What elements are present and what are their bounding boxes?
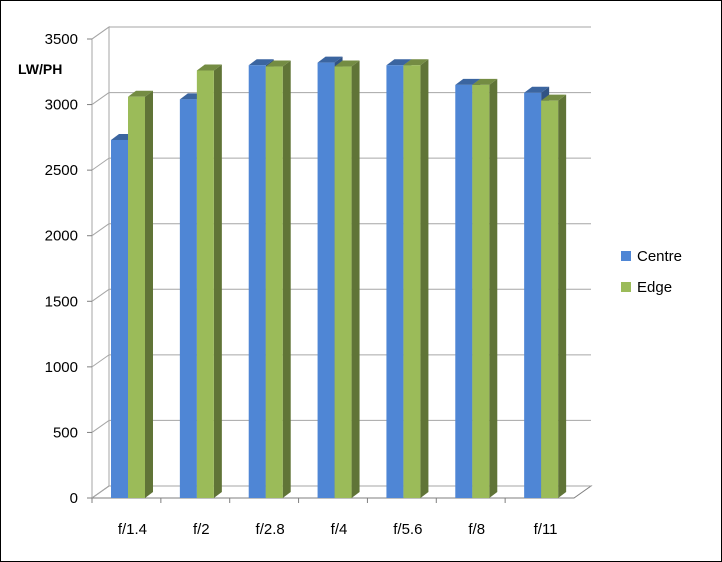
bar-edge-f/5.6 bbox=[403, 59, 429, 498]
y-tick-label: 500 bbox=[53, 424, 78, 441]
x-tick-label: f/11 bbox=[534, 521, 558, 538]
x-tick-label: f/2.8 bbox=[256, 521, 285, 538]
legend-swatch-edge bbox=[621, 282, 631, 292]
gridline-diagonal bbox=[91, 485, 110, 499]
legend-label-centre: Centre bbox=[637, 248, 682, 265]
legend-swatch-centre bbox=[621, 251, 631, 261]
bar-edge-f/2.8 bbox=[265, 60, 291, 498]
x-tick-label: f/1.4 bbox=[118, 521, 147, 538]
y-axis-ticks: 0 500 1000 1500 2000 2500 3000 3500 bbox=[45, 31, 92, 507]
y-tick-label: 3500 bbox=[45, 31, 78, 48]
bar-edge-f/8 bbox=[472, 78, 498, 499]
y-tick-label: 2000 bbox=[45, 228, 78, 245]
gridline-diagonal bbox=[91, 92, 110, 105]
y-tick-label: 3000 bbox=[45, 97, 78, 114]
bar-edge-f/1.4 bbox=[128, 90, 153, 499]
bar-edge-f/2 bbox=[196, 64, 222, 498]
x-tick-label: f/2 bbox=[193, 521, 210, 538]
y-tick-label: 1000 bbox=[45, 359, 78, 376]
y-axis-title: LW/PH bbox=[18, 61, 62, 77]
y-tick-label: 1500 bbox=[45, 293, 78, 310]
legend-label-edge: Edge bbox=[637, 279, 672, 296]
legend: Centre Edge bbox=[621, 248, 682, 296]
bar-edge-f/11 bbox=[541, 94, 567, 498]
gridline-diagonal bbox=[91, 420, 110, 433]
y-tick-label: 0 bbox=[70, 490, 78, 507]
gridline-diagonal bbox=[91, 157, 110, 171]
x-tick-label: f/5.6 bbox=[393, 521, 422, 538]
gridline-diagonal bbox=[91, 354, 110, 368]
x-tick-label: f/4 bbox=[331, 521, 348, 538]
y-tick-label: 2500 bbox=[45, 162, 78, 179]
bars bbox=[111, 56, 567, 499]
side-wall bbox=[91, 26, 110, 499]
bar-edge-f/4 bbox=[334, 60, 360, 498]
gridline-diagonal bbox=[91, 26, 110, 40]
x-tick-label: f/8 bbox=[468, 521, 485, 538]
x-axis-ticks: f/1.4 f/2 f/2.8 f/4 f/5.6 f/8 f/11 bbox=[91, 498, 558, 538]
gridline-diagonal bbox=[91, 223, 110, 237]
gridline-diagonal bbox=[91, 288, 110, 302]
